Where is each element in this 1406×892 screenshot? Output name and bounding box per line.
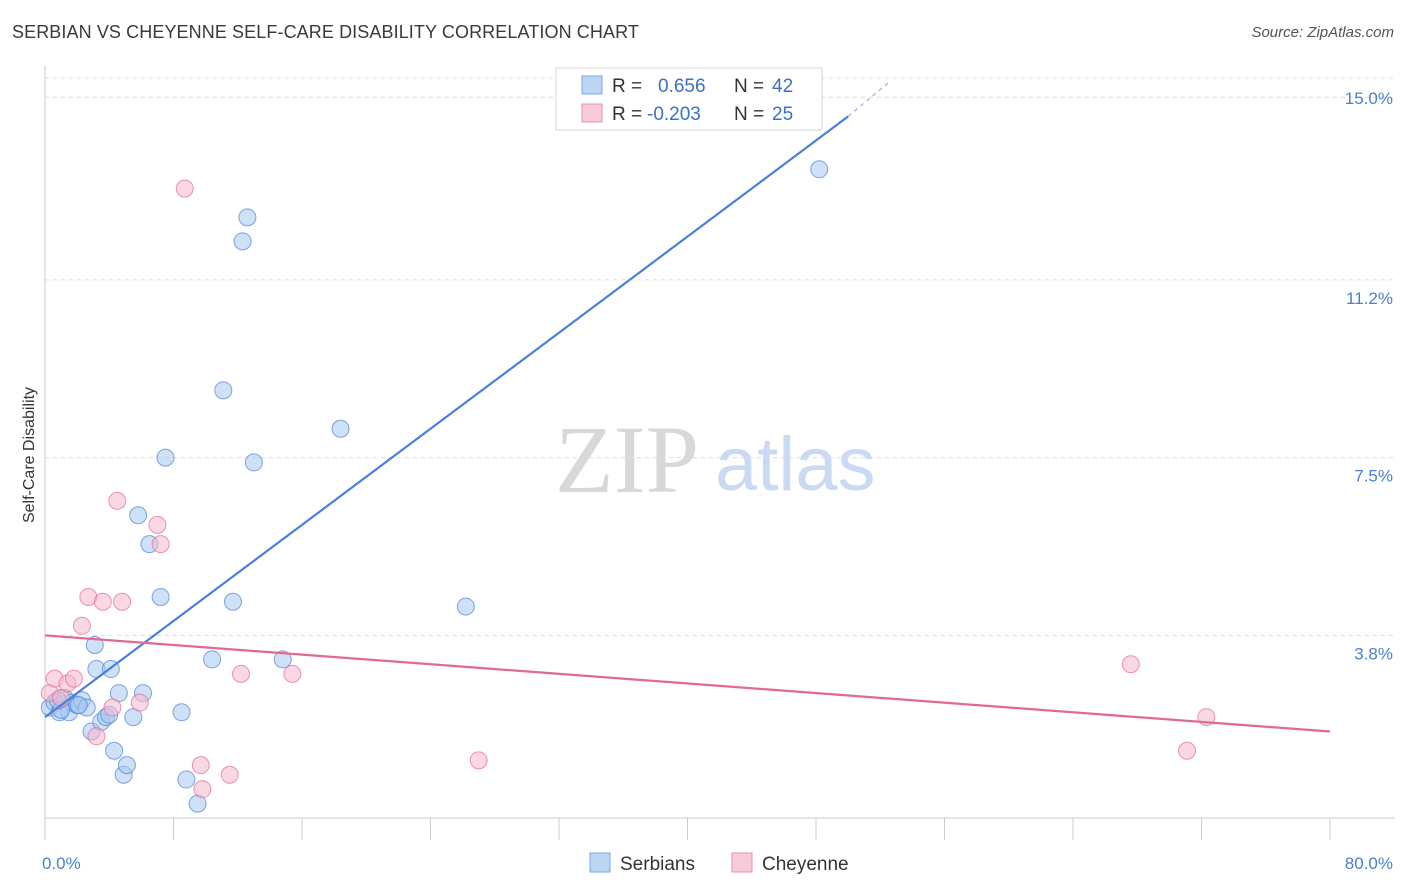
chart-title: SERBIAN VS CHEYENNE SELF-CARE DISABILITY… [12,22,639,42]
legend-swatch-serbians [581,75,603,95]
legend-r-label-0: R = [612,76,642,97]
cheyenne-point [151,535,170,554]
serbians-point [105,741,124,760]
cheyenne-point [1178,741,1197,760]
cheyenne-point [175,179,194,198]
legend-swatch-cheyenne [581,103,603,123]
legend-r-value-1: -0.203 [647,104,701,125]
serbians-point [223,592,242,611]
serbians-point [129,506,148,525]
legend-n-value-1: 25 [772,104,793,125]
cheyenne-point [72,616,91,635]
data-points [40,160,1216,813]
legend-r-value-0: 0.656 [658,76,706,97]
serbians-point [238,208,257,227]
legend: R = 0.656 N = 42 R = -0.203 N = 25 [555,67,823,131]
serbians-point [810,160,829,179]
x-tick-label: 0.0% [42,854,81,873]
cheyenne-point [113,592,132,611]
legend-n-label-0: N = [734,76,764,97]
serbians-point [244,453,263,472]
y-tick-label: 3.8% [1354,644,1393,663]
serbians-point [331,419,350,438]
bottom-legend-swatch-cheyenne [731,852,753,873]
cheyenne-point [130,693,149,712]
trend-lines [44,82,1331,733]
watermark: ZIP atlas [555,406,876,513]
bottom-legend-swatch-serbians [589,852,611,873]
cheyenne-point [469,751,488,770]
serbians-point [151,587,170,606]
tick-labels: 3.8% 7.5% 11.2% 15.0% 0.0% 80.0% [42,89,1393,873]
cheyenne-point [148,515,167,534]
serbians-point [117,756,136,775]
serbians-point [203,650,222,669]
serbians-trend-line [44,115,849,718]
source-label: Source: ZipAtlas.com [1251,24,1394,41]
serbians-point [156,448,175,467]
bottom-legend-cheyenne: Cheyenne [762,854,849,875]
axes [44,66,1395,840]
bottom-legend-serbians: Serbians [620,854,695,875]
cheyenne-trend-line [44,634,1331,733]
cheyenne-point [1121,655,1140,674]
legend-n-value-0: 42 [772,76,793,97]
cheyenne-point [191,756,210,775]
cheyenne-point [108,491,127,510]
y-axis-label: Self-Care Disability [21,387,38,523]
cheyenne-point [193,780,212,799]
serbians-point [233,232,252,251]
grid-lines [45,77,1395,636]
bottom-legend: Serbians Cheyenne [589,852,849,875]
cheyenne-point [93,592,112,611]
x-tick-label: 80.0% [1345,854,1393,873]
cheyenne-point [283,664,302,683]
watermark-zip: ZIP [555,406,699,513]
cheyenne-point [231,664,250,683]
cheyenne-point [220,765,239,784]
legend-r-label-1: R = [612,104,642,125]
serbians-trend-extension [847,82,889,117]
cheyenne-point [64,669,83,688]
serbians-point [172,703,191,722]
serbians-point [273,650,292,669]
serbians-point [214,381,233,400]
serbians-point [456,597,475,616]
y-tick-label: 15.0% [1345,89,1393,108]
serbians-point [69,696,88,715]
cheyenne-point [103,698,122,717]
y-tick-label: 7.5% [1354,467,1393,486]
cheyenne-point [87,727,106,746]
legend-n-label-1: N = [734,104,764,125]
serbians-point [85,636,104,655]
serbians-point [177,770,196,789]
watermark-atlas: atlas [715,422,876,507]
y-tick-label: 11.2% [1346,289,1393,308]
